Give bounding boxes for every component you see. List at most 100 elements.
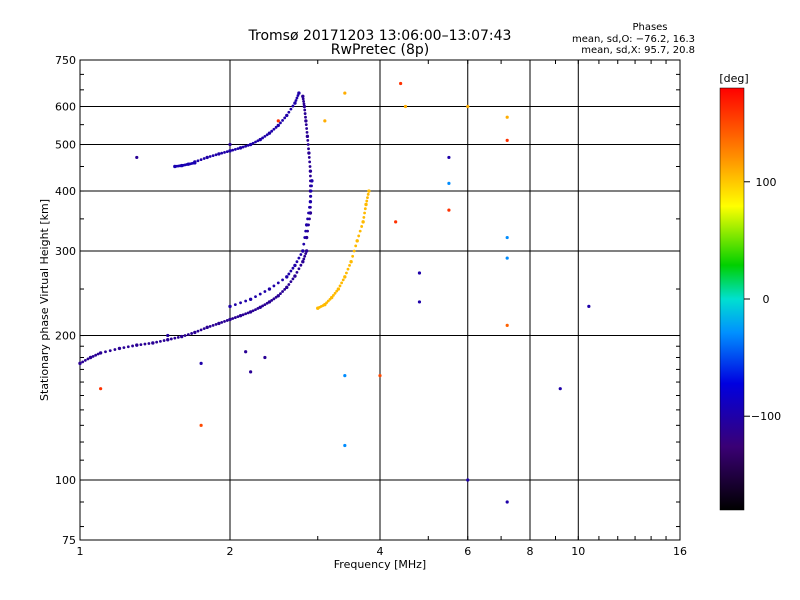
y-tick-label: 600 xyxy=(55,101,76,114)
trace-point xyxy=(364,202,368,207)
trace-point xyxy=(131,344,134,348)
trace-point xyxy=(104,350,107,354)
trace-point xyxy=(254,295,257,299)
trace-point xyxy=(363,207,367,211)
trace-point xyxy=(199,158,203,162)
x-tick-label: 8 xyxy=(527,545,534,558)
scatter-point xyxy=(343,91,347,95)
trace-point xyxy=(270,298,274,302)
trace-point xyxy=(307,147,310,151)
trace-point xyxy=(246,311,250,315)
trace-point xyxy=(326,299,330,303)
trace-point xyxy=(254,140,257,144)
trace-point xyxy=(357,234,361,238)
scatter-point xyxy=(244,350,248,354)
trace-point xyxy=(301,94,305,99)
trace-point xyxy=(208,324,212,328)
trace-point xyxy=(302,257,306,261)
trace-point xyxy=(91,354,95,358)
y-axis-label: Stationary phase Virtual Height [km] xyxy=(38,199,51,401)
trace-point xyxy=(239,301,242,305)
trace-point xyxy=(303,112,307,115)
trace-point xyxy=(291,266,295,270)
trace-point xyxy=(309,189,313,193)
trace-point xyxy=(279,121,282,125)
trace-point xyxy=(361,220,365,224)
trace-point xyxy=(338,284,342,288)
trace-point xyxy=(301,249,305,253)
colorbar-ticks: 100 0 −100 xyxy=(744,176,781,423)
trace-point xyxy=(276,123,280,128)
trace-point xyxy=(272,284,276,288)
trace-point xyxy=(217,321,221,326)
trace-point xyxy=(301,97,305,101)
trace-point xyxy=(308,200,313,204)
scatter-point xyxy=(394,220,398,224)
scatter-point xyxy=(378,374,382,378)
trace-point xyxy=(143,342,147,346)
colorbar-tick-label: 0 xyxy=(763,293,770,306)
trace-point xyxy=(346,267,350,271)
trace-point xyxy=(272,297,276,301)
trace-point xyxy=(108,349,112,353)
scatter-point xyxy=(505,115,509,119)
trace-point xyxy=(297,256,301,260)
scatter-point xyxy=(466,478,470,482)
trace-point xyxy=(354,244,358,248)
trace-point xyxy=(281,290,284,293)
trace-point xyxy=(309,174,312,178)
trace-point xyxy=(228,304,232,309)
trace-point xyxy=(289,269,293,273)
trace-point xyxy=(135,343,139,347)
trace-point xyxy=(83,359,87,362)
trace-point xyxy=(304,115,307,119)
trace-point xyxy=(304,123,308,127)
trace-point xyxy=(86,357,90,361)
trace-point xyxy=(199,328,203,332)
scatter-point xyxy=(99,387,103,391)
trace-point xyxy=(272,127,276,131)
trace-point xyxy=(289,107,293,111)
trace-point xyxy=(308,169,313,173)
scatter-point xyxy=(276,119,280,123)
chart-title: Tromsø 20171203 13:06:00–13:07:43 xyxy=(248,28,512,44)
trace-point xyxy=(263,134,267,138)
trace-point xyxy=(283,116,287,120)
trace-point xyxy=(173,336,177,340)
x-axis-ticks: 1 2 4 6 8 10 16 xyxy=(77,545,688,558)
trace-point xyxy=(155,340,159,344)
y-tick-label: 400 xyxy=(55,185,76,198)
x-axis-label: Frequency [MHz] xyxy=(334,558,426,571)
trace-point xyxy=(281,118,284,122)
colorbar-tick-label: −100 xyxy=(751,410,781,423)
trace-point xyxy=(304,229,308,233)
phases-x-line: mean, sd,X: 95.7, 20.8 xyxy=(581,45,695,56)
scatter-point xyxy=(417,271,422,275)
trace-point xyxy=(122,346,126,350)
scatter-point xyxy=(505,235,509,240)
trace-point xyxy=(302,104,307,109)
data-points xyxy=(78,81,591,504)
trace-point xyxy=(295,260,299,264)
trace-point xyxy=(308,165,312,168)
trace-point xyxy=(169,337,173,341)
trace-point xyxy=(248,297,253,301)
trace-point xyxy=(88,355,93,360)
y-axis-ticks: 75 100 200 300 400 500 600 750 xyxy=(55,54,76,547)
trace-point xyxy=(244,299,248,303)
trace-point xyxy=(365,199,369,203)
trace-point xyxy=(225,150,229,154)
trace-point xyxy=(340,281,344,285)
trace-point xyxy=(117,346,122,351)
trace-point xyxy=(295,270,299,274)
trace-point xyxy=(225,319,229,322)
trace-point xyxy=(281,278,284,282)
trace-point xyxy=(304,249,309,253)
trace-point xyxy=(233,303,237,306)
trace-point xyxy=(336,287,341,291)
trace-point xyxy=(303,236,307,239)
trace-point xyxy=(362,215,366,219)
trace-point xyxy=(299,253,303,256)
trace-point xyxy=(285,275,289,279)
